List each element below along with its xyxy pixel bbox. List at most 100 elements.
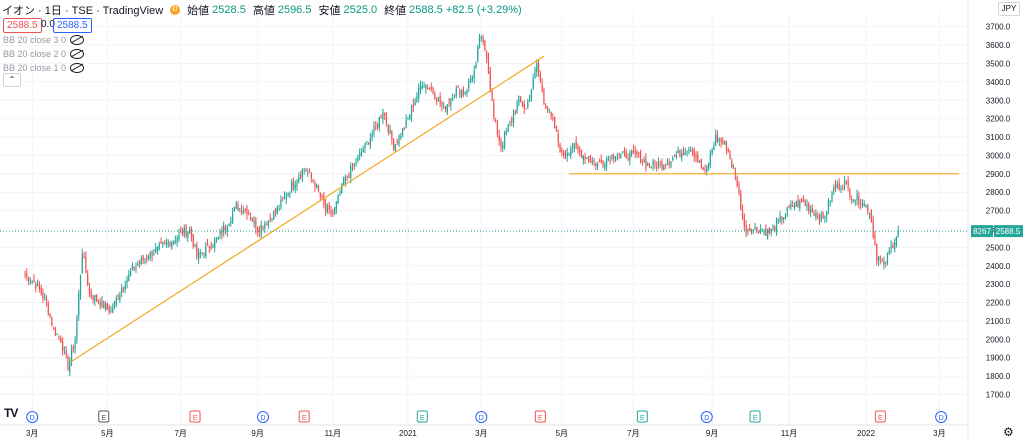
candle-body [461,90,463,97]
candle-body [163,242,166,244]
candle-body [253,220,255,224]
candle-body [144,258,146,261]
candle-body [221,231,223,235]
candle-body [292,180,295,187]
candle-body [514,111,516,113]
currency-selector[interactable]: JPY [998,2,1020,16]
gear-icon[interactable]: ⚙ [1003,425,1014,439]
candle-body [897,231,899,236]
candle-body [341,183,343,193]
candle-body [573,143,575,149]
candle-body [199,252,202,254]
candle-body [289,192,291,194]
candle-body [754,226,756,228]
candle-body [634,150,636,154]
candle-body [502,144,504,149]
symbol-title[interactable]: イオン · 1日 · TSE · TradingView [2,5,164,17]
y-tick-label: 2100.0 [986,317,1011,326]
candle-body [444,106,447,111]
candle-body [586,157,588,159]
candle-body [28,277,30,282]
candle-body [384,112,386,116]
candle-body [809,209,812,213]
candle-body [36,283,39,286]
candle-body [645,158,647,168]
indicator-bb-1[interactable]: BB 20 close 1 0 [3,63,85,73]
open-value: 2528.5 [212,4,246,16]
dividend-marker [700,411,713,423]
candle-body [843,180,846,189]
candle-body [595,163,597,167]
candle-body [38,284,40,290]
candle-body [709,153,711,165]
candle-body [65,351,67,356]
y-tick-label: 2800.0 [986,188,1011,197]
candle-body [527,101,529,109]
candle-body [223,225,225,233]
candle-body [317,186,320,191]
volume-tag-label: 8267 [973,227,991,236]
candle-body [453,94,456,97]
open-label: 始値 [187,5,210,17]
sell-price-box[interactable]: 2588.5 [3,18,42,33]
indicator-bb-2[interactable]: BB 20 close 2 0 [3,49,85,59]
earnings-marker [416,410,428,423]
candle-body [736,177,738,186]
dividend-marker-label: D [704,415,709,422]
candle-body [44,296,46,298]
earnings-marker-label: E [302,415,307,422]
currency-icon[interactable]: D [170,5,181,15]
candle-body [457,86,459,88]
candle-body [337,194,339,204]
candle-body [271,220,273,222]
candle-body [333,207,336,215]
candle-body [99,302,101,307]
y-tick-label: 2200.0 [986,299,1011,308]
candle-body [756,227,758,231]
candle-body [860,203,862,205]
candle-body [478,36,481,49]
candle-body [310,173,312,178]
candle-body [303,168,305,170]
collapse-legend-button[interactable]: ⌃ [3,73,21,87]
candle-body [659,161,661,163]
candle-body [833,187,835,191]
indicator-bb-3[interactable]: BB 20 close 3 0 [3,35,85,45]
candle-body [366,141,368,143]
candle-body [353,163,355,166]
candle-body [45,299,48,302]
candle-body [827,200,830,210]
candle-body [72,346,74,350]
candle-body [325,203,327,211]
candle-body [183,228,185,234]
dividend-marker [935,411,948,423]
candle-body [874,235,876,246]
last-price-tag-label: 2588.5 [996,227,1021,236]
x-tick-label: 5月 [101,429,113,438]
candle-body [804,200,806,206]
candle-body [464,92,466,94]
indicator-label: BB 20 close 3 0 [3,35,67,45]
eye-hidden-icon[interactable] [70,63,85,73]
candle-body [724,141,726,145]
candle-body [364,142,366,149]
candle-body [725,141,728,150]
candle-body [656,166,658,168]
dividend-marker-label: D [260,415,265,422]
candle-body [246,207,248,215]
buy-price-box[interactable]: 2588.5 [53,18,92,33]
y-tick-label: 3000.0 [986,151,1011,160]
candle-body [682,151,685,155]
candle-body [79,275,82,297]
dividend-marker-label: D [479,415,484,422]
candle-body [638,152,640,154]
dividend-marker [475,411,488,423]
candle-body [95,294,98,301]
candle-body [40,287,42,295]
candle-body [598,161,601,163]
candle-body [169,242,171,247]
eye-hidden-icon[interactable] [70,35,85,45]
eye-hidden-icon[interactable] [70,49,85,59]
